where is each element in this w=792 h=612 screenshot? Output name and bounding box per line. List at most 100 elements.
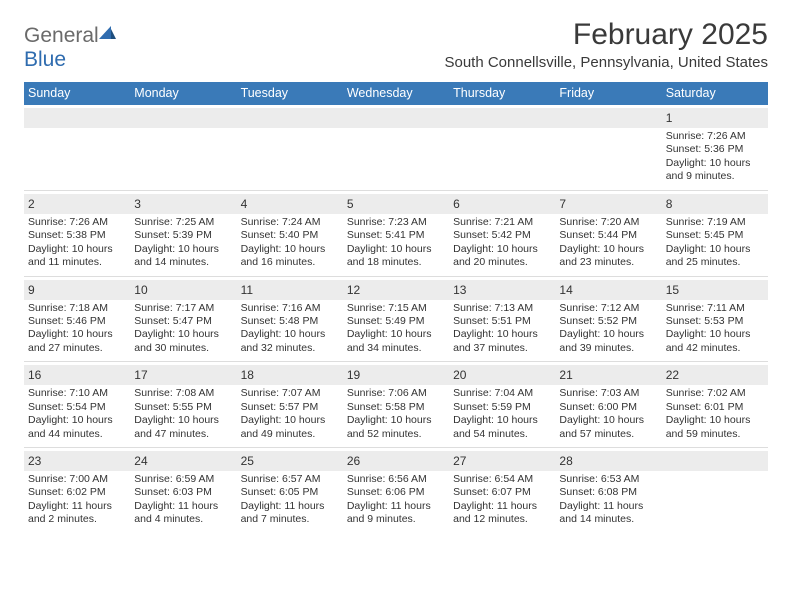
day-number-band: 17 xyxy=(130,365,236,385)
daylight-text: and 9 minutes. xyxy=(347,513,445,526)
day-info: Sunrise: 6:56 AMSunset: 6:06 PMDaylight:… xyxy=(347,473,445,527)
daylight-text: and 20 minutes. xyxy=(453,256,551,269)
sunset-text: Sunset: 6:05 PM xyxy=(241,486,339,499)
sunset-text: Sunset: 5:52 PM xyxy=(559,315,657,328)
sunrise-text: Sunrise: 7:12 AM xyxy=(559,302,657,315)
weekday-header: Monday xyxy=(130,82,236,105)
day-number: 12 xyxy=(347,283,360,297)
sunrise-text: Sunrise: 6:57 AM xyxy=(241,473,339,486)
day-number-band: 1 xyxy=(662,108,768,128)
day-cell xyxy=(130,105,236,190)
sunset-text: Sunset: 5:39 PM xyxy=(134,229,232,242)
logo-sail-icon xyxy=(97,24,117,47)
logo-word-blue: Blue xyxy=(24,48,66,71)
day-number xyxy=(559,111,562,125)
day-number-band: 18 xyxy=(237,365,343,385)
day-number: 11 xyxy=(241,283,253,297)
day-info: Sunrise: 7:26 AMSunset: 5:38 PMDaylight:… xyxy=(28,216,126,270)
day-info: Sunrise: 7:06 AMSunset: 5:58 PMDaylight:… xyxy=(347,387,445,441)
day-number-band: 2 xyxy=(24,194,130,214)
day-info: Sunrise: 7:11 AMSunset: 5:53 PMDaylight:… xyxy=(666,302,764,356)
day-info: Sunrise: 6:57 AMSunset: 6:05 PMDaylight:… xyxy=(241,473,339,527)
day-info: Sunrise: 6:54 AMSunset: 6:07 PMDaylight:… xyxy=(453,473,551,527)
sunrise-text: Sunrise: 7:18 AM xyxy=(28,302,126,315)
day-number-band: 7 xyxy=(555,194,661,214)
calendar-grid: Sunday Monday Tuesday Wednesday Thursday… xyxy=(24,82,768,533)
daylight-text: and 14 minutes. xyxy=(134,256,232,269)
daylight-text: Daylight: 10 hours xyxy=(347,243,445,256)
day-info: Sunrise: 7:13 AMSunset: 5:51 PMDaylight:… xyxy=(453,302,551,356)
sunrise-text: Sunrise: 7:06 AM xyxy=(347,387,445,400)
day-cell: 1Sunrise: 7:26 AMSunset: 5:36 PMDaylight… xyxy=(662,105,768,190)
daylight-text: Daylight: 10 hours xyxy=(28,414,126,427)
sunrise-text: Sunrise: 7:02 AM xyxy=(666,387,764,400)
sunrise-text: Sunrise: 7:25 AM xyxy=(134,216,232,229)
sunset-text: Sunset: 5:46 PM xyxy=(28,315,126,328)
sunset-text: Sunset: 6:07 PM xyxy=(453,486,551,499)
day-number-band xyxy=(24,108,130,128)
daylight-text: Daylight: 11 hours xyxy=(347,500,445,513)
day-number-band: 8 xyxy=(662,194,768,214)
day-number-band: 27 xyxy=(449,451,555,471)
day-cell: 9Sunrise: 7:18 AMSunset: 5:46 PMDaylight… xyxy=(24,277,130,362)
day-info: Sunrise: 7:25 AMSunset: 5:39 PMDaylight:… xyxy=(134,216,232,270)
sunrise-text: Sunrise: 7:10 AM xyxy=(28,387,126,400)
weekday-header-row: Sunday Monday Tuesday Wednesday Thursday… xyxy=(24,82,768,105)
daylight-text: Daylight: 10 hours xyxy=(559,414,657,427)
daylight-text: Daylight: 10 hours xyxy=(241,243,339,256)
day-number xyxy=(347,111,350,125)
day-number-band: 3 xyxy=(130,194,236,214)
sunset-text: Sunset: 5:59 PM xyxy=(453,401,551,414)
daylight-text: Daylight: 10 hours xyxy=(666,414,764,427)
day-cell: 27 Sunrise: 6:54 AMSunset: 6:07 PMDayligh… xyxy=(449,448,555,533)
sunset-text: Sunset: 6:08 PM xyxy=(559,486,657,499)
day-cell: 28Sunrise: 6:53 AMSunset: 6:08 PMDayligh… xyxy=(555,448,661,533)
day-cell: 23Sunrise: 7:00 AMSunset: 6:02 PMDayligh… xyxy=(24,448,130,533)
sunrise-text: Sunrise: 7:11 AM xyxy=(666,302,764,315)
daylight-text: and 25 minutes. xyxy=(666,256,764,269)
day-number: 5 xyxy=(347,197,354,211)
day-cell: 2Sunrise: 7:26 AMSunset: 5:38 PMDaylight… xyxy=(24,191,130,276)
sunset-text: Sunset: 5:38 PM xyxy=(28,229,126,242)
sunset-text: Sunset: 6:01 PM xyxy=(666,401,764,414)
sunset-text: Sunset: 5:41 PM xyxy=(347,229,445,242)
day-number xyxy=(28,111,31,125)
day-number-band xyxy=(130,108,236,128)
week-row: 1Sunrise: 7:26 AMSunset: 5:36 PMDaylight… xyxy=(24,105,768,190)
sunset-text: Sunset: 5:51 PM xyxy=(453,315,551,328)
daylight-text: Daylight: 10 hours xyxy=(453,328,551,341)
day-cell: 3Sunrise: 7:25 AMSunset: 5:39 PMDaylight… xyxy=(130,191,236,276)
day-cell: 24Sunrise: 6:59 AMSunset: 6:03 PMDayligh… xyxy=(130,448,236,533)
day-number-band: 28 xyxy=(555,451,661,471)
sunset-text: Sunset: 6:02 PM xyxy=(28,486,126,499)
sunset-text: Sunset: 5:42 PM xyxy=(453,229,551,242)
day-info: Sunrise: 7:20 AMSunset: 5:44 PMDaylight:… xyxy=(559,216,657,270)
daylight-text: Daylight: 10 hours xyxy=(666,243,764,256)
daylight-text: and 57 minutes. xyxy=(559,428,657,441)
week-row: 23Sunrise: 7:00 AMSunset: 6:02 PMDayligh… xyxy=(24,447,768,533)
sunset-text: Sunset: 5:47 PM xyxy=(134,315,232,328)
daylight-text: Daylight: 10 hours xyxy=(241,414,339,427)
day-cell: 17Sunrise: 7:08 AMSunset: 5:55 PMDayligh… xyxy=(130,362,236,447)
daylight-text: Daylight: 10 hours xyxy=(666,157,764,170)
location-label: South Connellsville, Pennsylvania, Unite… xyxy=(444,54,768,71)
daylight-text: Daylight: 10 hours xyxy=(28,328,126,341)
daylight-text: and 14 minutes. xyxy=(559,513,657,526)
weekday-header: Wednesday xyxy=(343,82,449,105)
sunset-text: Sunset: 5:55 PM xyxy=(134,401,232,414)
day-number: 27 xyxy=(453,454,466,468)
day-info: Sunrise: 7:15 AMSunset: 5:49 PMDaylight:… xyxy=(347,302,445,356)
day-number: 14 xyxy=(559,283,572,297)
day-cell: 19Sunrise: 7:06 AMSunset: 5:58 PMDayligh… xyxy=(343,362,449,447)
day-cell xyxy=(343,105,449,190)
day-number-band: 14 xyxy=(555,280,661,300)
sunset-text: Sunset: 6:06 PM xyxy=(347,486,445,499)
day-number-band: 25 xyxy=(237,451,343,471)
daylight-text: and 59 minutes. xyxy=(666,428,764,441)
daylight-text: and 54 minutes. xyxy=(453,428,551,441)
day-number-band: 24 xyxy=(130,451,236,471)
day-number: 16 xyxy=(28,368,41,382)
day-number-band: 10 xyxy=(130,280,236,300)
sunset-text: Sunset: 5:49 PM xyxy=(347,315,445,328)
daylight-text: Daylight: 10 hours xyxy=(559,328,657,341)
